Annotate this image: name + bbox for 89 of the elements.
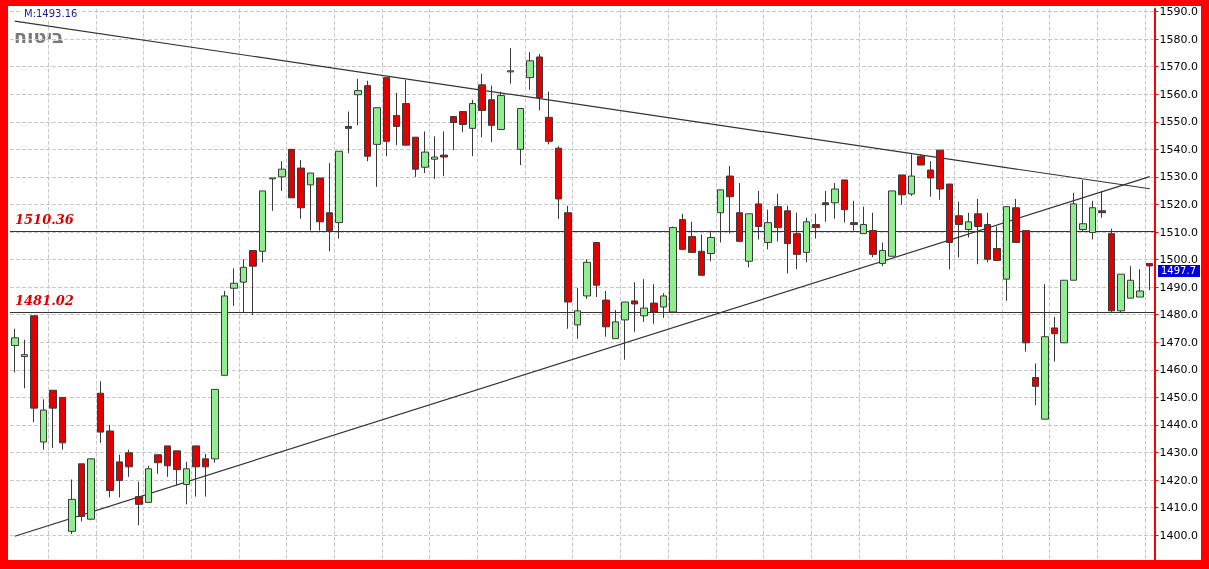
candlestick <box>59 396 66 451</box>
candlestick <box>164 445 171 478</box>
candlestick <box>698 233 705 276</box>
candlestick <box>879 241 886 267</box>
candlestick <box>173 450 181 487</box>
y-tick-label: 1450.0 <box>1159 390 1199 404</box>
candlestick <box>278 160 286 192</box>
candlestick <box>517 108 524 166</box>
y-tick-label: 1590.0 <box>1159 5 1199 18</box>
y-tick-label: 1540.0 <box>1159 142 1199 156</box>
y-tick-label: 1490.0 <box>1159 280 1199 294</box>
candlestick <box>1136 268 1144 298</box>
candlestick <box>393 92 400 146</box>
candlestick <box>192 445 200 498</box>
y-tick-label: 1560.0 <box>1159 87 1199 101</box>
candlestick <box>507 47 514 85</box>
candlestick <box>354 78 362 126</box>
candlestick <box>21 339 28 389</box>
y-tick-label: 1500.0 <box>1159 253 1199 267</box>
candlestick <box>40 398 47 451</box>
candlestick <box>1146 262 1153 291</box>
candlestick <box>927 160 934 198</box>
candlestick <box>183 461 190 505</box>
candlestick <box>135 481 143 526</box>
candlestick <box>421 130 429 174</box>
candlestick <box>87 458 95 521</box>
candlestick <box>373 107 381 188</box>
candlestick <box>11 328 19 374</box>
candlestick <box>106 424 114 498</box>
candlestick <box>459 111 467 133</box>
candlestick <box>450 116 457 151</box>
candlestick <box>97 380 104 444</box>
y-tick-label: 1460.0 <box>1159 363 1199 377</box>
y-tick-label: 1410.0 <box>1159 501 1199 515</box>
candlestick <box>154 454 162 475</box>
candlestick <box>536 53 543 111</box>
candlestick <box>125 449 133 478</box>
candlestick <box>469 99 476 157</box>
y-tick-label: 1430.0 <box>1159 446 1199 460</box>
candlestick <box>488 85 495 143</box>
annotation: M:1493.16 <box>24 7 78 19</box>
y-tick-label: 1550.0 <box>1159 115 1199 129</box>
candlestick <box>297 159 305 220</box>
candlestick <box>145 465 152 503</box>
candlestick <box>545 91 553 145</box>
y-tick-label: 1520.0 <box>1159 197 1199 211</box>
candlestick <box>431 135 438 180</box>
candlestick <box>917 153 925 166</box>
candlestick <box>841 179 848 224</box>
y-tick-label: 1440.0 <box>1159 418 1199 432</box>
candlestick <box>49 389 57 449</box>
candlestick <box>78 463 85 522</box>
candlestick <box>30 315 38 423</box>
candlestick <box>593 241 600 298</box>
candlestick <box>202 453 209 498</box>
y-tick-label: 1400.0 <box>1159 528 1199 542</box>
candlestick <box>497 91 505 130</box>
candlestick <box>526 51 534 91</box>
y-tick-label: 1570.0 <box>1159 60 1199 74</box>
y-tick-label: 1580.0 <box>1159 32 1199 46</box>
candlestick <box>555 145 562 220</box>
y-tick-label: 1510.0 <box>1159 225 1199 239</box>
ref-line-label: 1510.36 <box>15 212 74 228</box>
y-tick-label: 1530.0 <box>1159 170 1199 184</box>
candlestick <box>211 388 219 464</box>
text: 1497.7 <box>1161 265 1196 277</box>
candlestick <box>1098 190 1106 219</box>
candlestick <box>364 80 371 162</box>
y-tick-label: 1480.0 <box>1159 308 1199 322</box>
candlestick <box>383 77 390 157</box>
candlestick <box>402 79 410 146</box>
candlestick <box>478 73 486 138</box>
candlestick <box>822 190 829 223</box>
candlestick <box>583 258 591 300</box>
candlestick <box>1051 316 1058 363</box>
candlestick <box>116 454 123 498</box>
candlestick <box>440 130 448 177</box>
candlestick <box>412 136 419 178</box>
y-tick-label: 1420.0 <box>1159 473 1199 487</box>
y-tick-label: 1470.0 <box>1159 335 1199 349</box>
candlestick <box>1127 265 1134 299</box>
ref-line-label: 1481.02 <box>15 292 74 308</box>
candlestick <box>1032 362 1039 406</box>
candlestick <box>831 182 839 220</box>
candlestick <box>230 267 238 307</box>
candlestick <box>269 177 276 212</box>
candlestick <box>345 111 352 154</box>
candlestick <box>898 174 906 206</box>
candlestick <box>288 148 295 199</box>
